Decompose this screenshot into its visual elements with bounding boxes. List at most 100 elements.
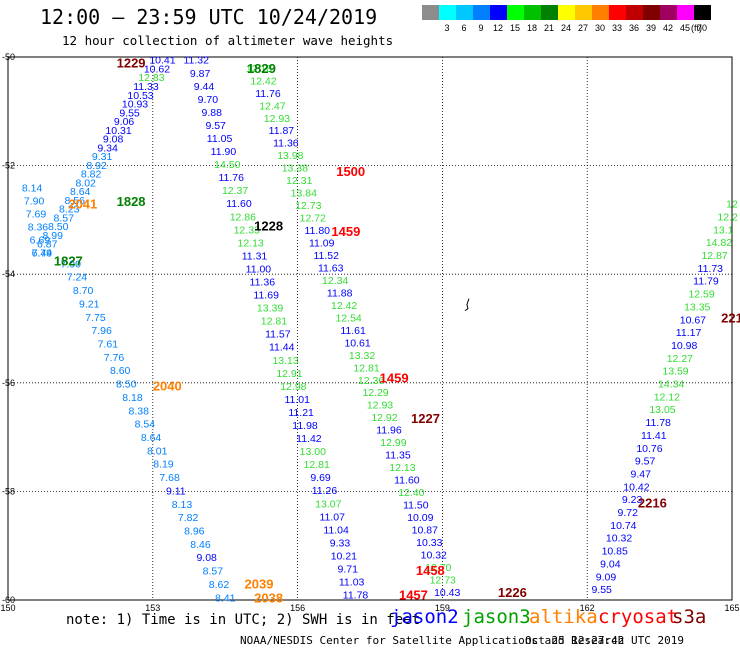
- lon-tick-label: 165: [724, 603, 739, 613]
- lat-tick-label: -52: [2, 161, 15, 171]
- wave-height-value: 13.98: [277, 150, 303, 162]
- wave-height-value: 7.68: [159, 472, 180, 484]
- wave-height-value: 11.42: [296, 433, 322, 445]
- wave-height-value: 12.27: [667, 353, 693, 365]
- legend-item-jason3: jason3: [462, 606, 531, 628]
- legend-item-jason2: jason2: [390, 606, 459, 628]
- wave-height-value: 11.09: [309, 238, 335, 250]
- wave-height-value: 10.93: [122, 99, 148, 111]
- wave-height-value: 8.13: [172, 499, 193, 511]
- colorbar-label: 24: [560, 23, 571, 33]
- wave-height-value: 8.92: [86, 160, 107, 172]
- wave-height-value: 11.98: [292, 420, 318, 432]
- legend-item-altika: altika: [529, 606, 598, 628]
- wave-height-value: 8.54: [135, 419, 156, 431]
- wave-height-value: 12.42: [331, 300, 357, 312]
- wave-height-value: 11.33: [133, 81, 159, 93]
- wave-height-value: 13.07: [315, 498, 341, 510]
- wave-height-value: 11.01: [284, 394, 310, 406]
- credit-text: NOAA/NESDIS Center for Satellite Applica…: [240, 634, 625, 647]
- colorbar-swatch: [507, 5, 524, 20]
- wave-height-value: 11.03: [339, 577, 365, 589]
- wave-height-value: 9.09: [596, 571, 617, 583]
- lon-tick-label: 150: [0, 603, 15, 613]
- wave-height-value: 7.79: [32, 247, 53, 259]
- wave-height-value: 11.35: [385, 450, 411, 462]
- wave-height-value: 9.57: [635, 456, 656, 468]
- colorbar-unit: (ft): [691, 23, 702, 33]
- wave-height-value: 12.81: [304, 459, 330, 471]
- wave-height-value: 11.36: [250, 276, 276, 288]
- wave-height-value: 14.50: [214, 159, 240, 171]
- wave-height-value: 8.64: [141, 432, 162, 444]
- wave-height-value: 9.21: [79, 298, 100, 310]
- wave-height-value: 8.46: [190, 539, 211, 551]
- wave-height-value: 9.70: [198, 94, 219, 106]
- wave-height-value: 6.44: [32, 247, 53, 259]
- time-label: 1457: [399, 588, 428, 603]
- wave-height-value: 10.33: [416, 537, 442, 549]
- wave-height-value: 11.87: [269, 125, 295, 137]
- colorbar-label: 3: [444, 23, 450, 33]
- wave-height-value: 9.55: [591, 584, 612, 596]
- wave-height-value: 12.59: [688, 289, 714, 301]
- wave-height-value: 12.92: [371, 412, 397, 424]
- colorbar-swatch: [609, 5, 626, 20]
- time-label: 1829: [247, 61, 276, 76]
- wave-height-value: 9.04: [600, 558, 621, 570]
- page-subtitle: 12 hour collection of altimeter wave hei…: [62, 33, 394, 48]
- colorbar-label: 39: [645, 23, 656, 33]
- wave-height-value: 8.19: [153, 459, 174, 471]
- time-label: 1500: [336, 164, 365, 179]
- wave-height-value: 12.81: [353, 362, 379, 374]
- wave-height-value: 10.67: [680, 314, 706, 326]
- wave-height-value: 12.36: [358, 375, 384, 387]
- wave-height-value: 7.96: [91, 325, 112, 337]
- colorbar-swatch: [575, 5, 592, 20]
- wave-height-value: 11.05: [207, 133, 233, 145]
- wave-height-value: 11.73: [698, 263, 724, 275]
- wave-height-value: 12.13: [389, 462, 415, 474]
- wave-height-value: 13.59: [662, 366, 688, 378]
- wave-height-value: 11.76: [255, 88, 281, 100]
- wave-height-value: 11.31: [242, 250, 268, 262]
- lon-tick-label: 159: [435, 603, 450, 613]
- wave-height-value: 12.31: [286, 175, 312, 187]
- wave-height-value: 10.98: [671, 340, 697, 352]
- colorbar-label: 30: [594, 23, 605, 33]
- wave-height-value: 8.64: [70, 186, 91, 198]
- wave-height-value: 12.33: [234, 224, 260, 236]
- time-label: 1229: [117, 55, 146, 70]
- wave-height-value: 12.42: [250, 75, 276, 87]
- wave-height-value: 13.00: [300, 446, 326, 458]
- lat-tick-label: -54: [2, 269, 15, 279]
- colorbar-label: 36: [628, 23, 639, 33]
- island-outline: [464, 298, 470, 312]
- colorbar-swatch: [524, 5, 541, 20]
- wave-height-value: 7.69: [26, 208, 47, 220]
- wave-height-value: 11.63: [318, 262, 344, 274]
- wave-height-value: 10.32: [606, 533, 632, 545]
- colorbar-label: 12: [492, 23, 503, 33]
- colorbar-swatch: [422, 5, 439, 20]
- wave-height-value: 13.1: [713, 224, 734, 236]
- wave-height-value: 12.13: [237, 237, 263, 249]
- wave-height-value: 10.21: [331, 550, 357, 562]
- wave-height-value: 12.99: [380, 437, 406, 449]
- colorbar-label: 18: [526, 23, 537, 33]
- colorbar-label: 6: [461, 23, 467, 33]
- wave-height-value: 14.34: [658, 379, 684, 391]
- wave-height-value: 8.18: [122, 392, 143, 404]
- wave-height-value: 9.57: [205, 120, 226, 132]
- wave-height-value: 12.98: [280, 381, 306, 393]
- time-label: 1828: [117, 194, 146, 209]
- wave-height-value: 10.87: [412, 524, 438, 536]
- wave-height-value: 11.76: [218, 172, 244, 184]
- colorbar-label: 42: [662, 23, 673, 33]
- colorbar-swatch: [660, 5, 677, 20]
- colorbar-swatch: [456, 5, 473, 20]
- wave-height-value: 7.90: [61, 258, 82, 270]
- wave-height-value: 12.91: [276, 368, 302, 380]
- colorbar-label: 70: [696, 23, 707, 33]
